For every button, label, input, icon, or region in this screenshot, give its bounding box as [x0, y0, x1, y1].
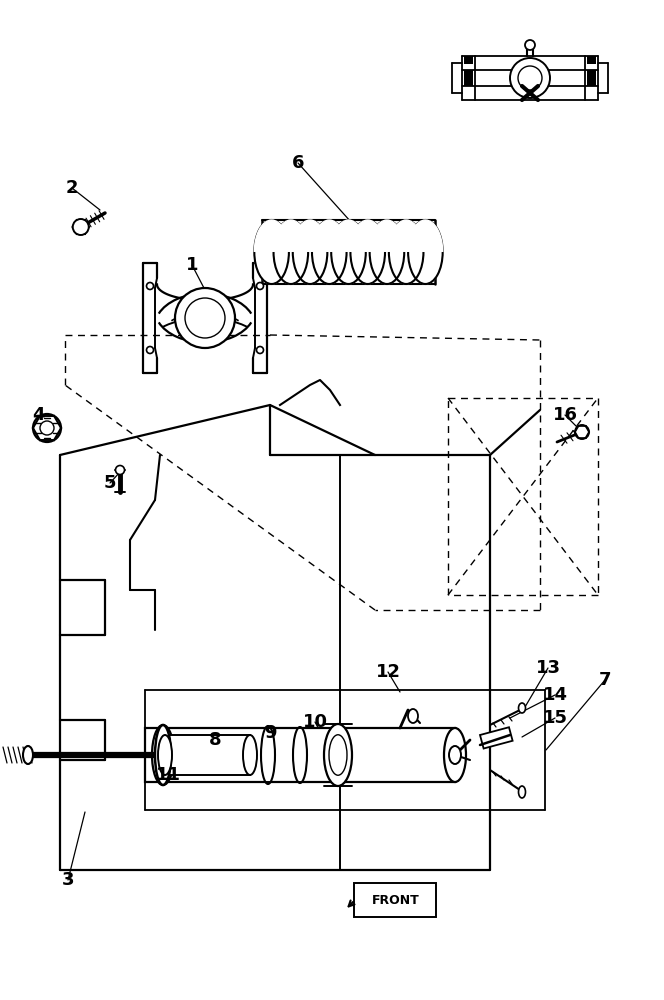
Ellipse shape	[449, 746, 461, 764]
Bar	[145, 728, 455, 782]
Circle shape	[147, 282, 153, 290]
Circle shape	[525, 40, 535, 50]
Ellipse shape	[293, 727, 307, 783]
Bar	[480, 727, 513, 749]
Text: 2: 2	[66, 179, 78, 197]
Ellipse shape	[23, 746, 33, 764]
Text: 14: 14	[542, 686, 568, 704]
Ellipse shape	[444, 728, 466, 782]
Ellipse shape	[329, 735, 347, 775]
Ellipse shape	[519, 786, 525, 798]
Circle shape	[116, 466, 125, 475]
Circle shape	[40, 421, 54, 435]
Circle shape	[510, 58, 550, 98]
Text: 16: 16	[552, 406, 578, 424]
Text: 5: 5	[104, 474, 116, 492]
Ellipse shape	[152, 725, 174, 785]
Text: 9: 9	[264, 724, 276, 742]
Ellipse shape	[331, 220, 366, 284]
Ellipse shape	[408, 220, 443, 284]
Text: FRONT: FRONT	[372, 894, 420, 906]
Circle shape	[73, 219, 89, 235]
Ellipse shape	[274, 220, 308, 284]
Circle shape	[256, 347, 264, 354]
Circle shape	[256, 282, 264, 290]
Text: 10: 10	[303, 713, 327, 731]
Ellipse shape	[158, 735, 172, 775]
Ellipse shape	[243, 735, 257, 775]
Circle shape	[185, 298, 225, 338]
Text: 11: 11	[155, 766, 181, 784]
Bar	[165, 735, 250, 775]
Circle shape	[518, 66, 542, 90]
Ellipse shape	[408, 709, 418, 723]
Circle shape	[575, 425, 589, 439]
Ellipse shape	[324, 724, 352, 786]
Ellipse shape	[519, 703, 525, 713]
Circle shape	[175, 288, 235, 348]
FancyBboxPatch shape	[354, 883, 436, 917]
Text: 6: 6	[291, 154, 304, 172]
Circle shape	[33, 414, 61, 442]
Circle shape	[147, 347, 153, 354]
Text: 13: 13	[535, 659, 560, 677]
Text: 8: 8	[208, 731, 221, 749]
Ellipse shape	[389, 220, 424, 284]
Polygon shape	[587, 70, 596, 86]
Ellipse shape	[254, 220, 289, 284]
Text: 15: 15	[542, 709, 568, 727]
Text: 3: 3	[62, 871, 74, 889]
Polygon shape	[464, 56, 473, 64]
Polygon shape	[464, 70, 473, 86]
Text: 1: 1	[186, 256, 199, 274]
Ellipse shape	[370, 220, 404, 284]
Text: 7: 7	[599, 671, 612, 689]
Polygon shape	[587, 56, 596, 64]
Text: 4: 4	[32, 406, 44, 424]
Ellipse shape	[351, 220, 385, 284]
Text: 12: 12	[376, 663, 400, 681]
Ellipse shape	[155, 725, 171, 785]
Ellipse shape	[293, 220, 327, 284]
Ellipse shape	[261, 726, 275, 784]
Ellipse shape	[312, 220, 347, 284]
